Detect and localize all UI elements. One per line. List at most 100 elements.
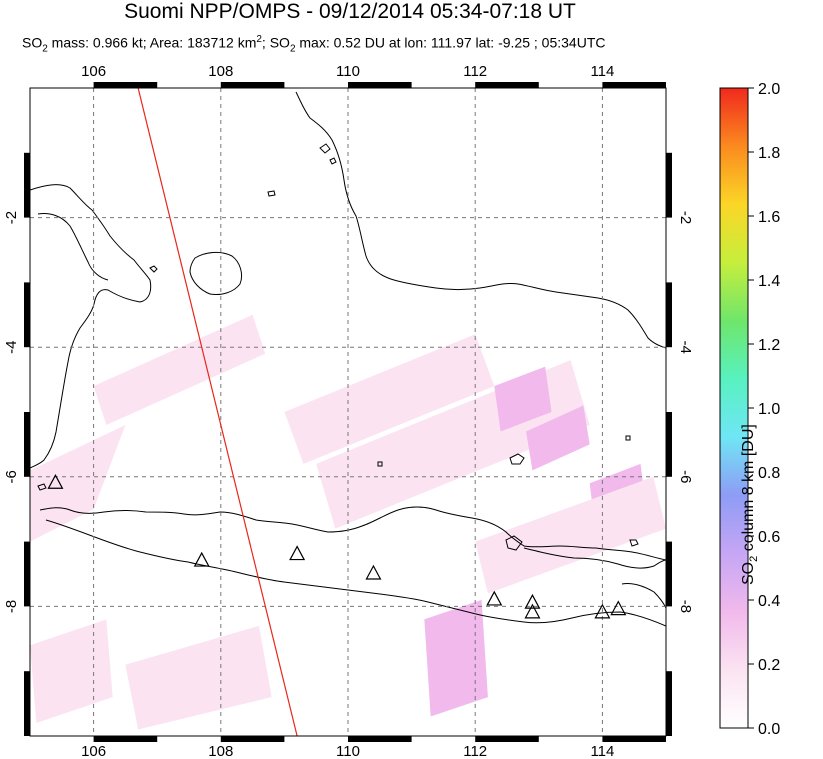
frame-bar-top-3 [475,82,539,88]
x-tick-label-bottom-4: 114 [590,743,614,759]
volcano-marker-3 [365,564,382,580]
colorbar-label: SO2 column 8 km [DU] [740,424,760,585]
colorbar-tick-label-10: 2.0 [758,81,780,98]
volcano-markers [47,474,627,619]
frame-bar-top-1 [220,82,285,88]
frame-bar-left-3 [24,541,30,607]
frame-bar-left-4 [24,671,30,736]
colorbar-tick-label-4: 0.8 [758,465,780,482]
frame-bar-bottom-0 [93,736,158,742]
volcano-marker-0 [47,474,64,489]
y-tick-label-left-2: -6 [3,470,20,483]
frame-bar-right-3 [666,541,672,607]
frame-bar-left-1 [24,282,30,348]
y-tick-label-left-0: -2 [3,211,20,224]
x-tick-label-top-4: 114 [590,63,614,80]
coastline-sumatra [30,184,152,469]
colorbar-label-sub: 2 [748,555,761,562]
colorbar-tick-label-8: 1.6 [758,209,780,226]
coastline-bangka [189,251,243,295]
colorbar-tick-label-5: 1.0 [758,401,780,418]
orbit-track-line [137,87,298,737]
so2-pixel-9 [125,625,272,730]
colorbar-tick-label-7: 1.4 [758,273,780,290]
volcano-marker-5 [524,593,541,609]
frame-bar-bottom-3 [475,736,539,742]
coastline-borneo [295,91,666,349]
subtitle-mass-text: mass: 0.966 kt; Area: 183712 km [47,34,257,51]
colorbar-ticks: 0.0 0.2 0.4 0.6 0.8 1.0 1.2 1.4 1.6 1.8 2.0 [748,81,780,738]
frame-bar-right-0 [666,152,672,218]
subtitle-max-sub: 2 [289,43,296,55]
colorbar-tick-label-2: 0.4 [758,593,780,610]
so2-pixel-1 [93,314,266,425]
colorbar-label-suffix: column 8 km [DU] [740,424,757,556]
coastline-small-islands [37,435,639,551]
so2-pixel-10 [475,476,666,594]
y-tick-label-right-3: -8 [677,600,694,613]
x-tick-label-bottom-1: 108 [208,743,233,759]
frame-bar-left-2 [24,412,30,477]
coastline-bali [621,583,666,609]
so2-pixel-0 [30,424,126,542]
x-tick-label-top-2: 110 [336,63,360,80]
frame-bar-bottom-2 [348,736,412,742]
volcano-marker-1 [193,551,210,567]
volcano-marker-6 [524,603,541,619]
colorbar-ramp [719,87,749,729]
volcano-marker-8 [610,600,627,616]
chart-subtitle: SO2 mass: 0.966 kt; Area: 183712 km2; SO… [22,34,605,54]
coastline-java-south [45,519,666,627]
colorbar-tick-label-1: 0.2 [758,657,780,674]
frame-bar-left-0 [24,152,30,218]
so2-pixel-layer [30,204,666,730]
coastline-java-north [39,506,666,561]
chart-title: Suomi NPP/OMPS - 09/12/2014 05:34-07:18 … [124,0,576,23]
subtitle-max-prefix: ; SO [261,34,290,51]
x-tick-label-top-0: 106 [81,63,106,80]
subtitle-mass-prefix: SO [22,34,43,51]
so2-pixel-11 [30,619,113,724]
subtitle-mass-sub: 2 [42,43,48,55]
colorbar-tick-label-9: 1.8 [758,145,780,162]
y-tick-label-right-2: -6 [677,470,694,483]
x-tick-label-bottom-0: 106 [81,743,106,759]
graticule [30,88,666,736]
x-tick-label-bottom-3: 112 [463,743,487,759]
frame-bar-top-4 [602,82,666,88]
colorbar-tick-label-0: 0.0 [758,721,780,738]
subtitle-area-sup: 2 [256,34,262,45]
y-tick-label-right-1: -4 [677,341,694,354]
frame-bar-right-2 [666,412,672,477]
frame-bar-top-2 [348,82,412,88]
so2-pixel-8 [424,599,488,717]
frame-bar-bottom-1 [220,736,285,742]
y-tick-label-left-3: -8 [3,600,20,613]
coastline-belitung-islet [149,265,158,273]
x-tick-label-top-1: 108 [208,63,233,80]
x-tick-label-top-3: 112 [463,63,487,80]
axis-tick-labels: 106 106 108 108 110 110 112 112 114 114 -2 -4 -6 -8 -2… [3,63,694,759]
frame-bar-right-4 [666,671,672,736]
volcano-marker-2 [289,545,306,561]
coastline-madura [523,547,666,569]
frame-bar-bottom-4 [602,736,666,742]
frame-bar-right-1 [666,282,672,348]
colorbar-tick-label-3: 0.6 [758,529,780,546]
subtitle-max-text: max: 0.52 DU at lon: 111.97 lat: -9.25 ;… [295,34,606,51]
frame-scale-bars [24,82,672,742]
colorbar-tick-label-6: 1.2 [758,337,780,354]
so2-pixel-3 [284,334,495,464]
so2-pixel-5 [494,366,552,432]
so2-pixel-6 [526,405,590,471]
x-tick-label-bottom-2: 110 [336,743,360,759]
y-tick-label-left-1: -4 [3,341,20,354]
coastline-sumatra-inlet [37,213,109,281]
volcano-marker-7 [594,603,611,619]
y-tick-label-right-0: -2 [677,211,694,224]
frame-bar-top-0 [93,82,158,88]
coastline-borneo-islets [267,143,337,197]
colorbar-label-prefix: SO [740,561,757,585]
coastline-layer [30,91,666,627]
